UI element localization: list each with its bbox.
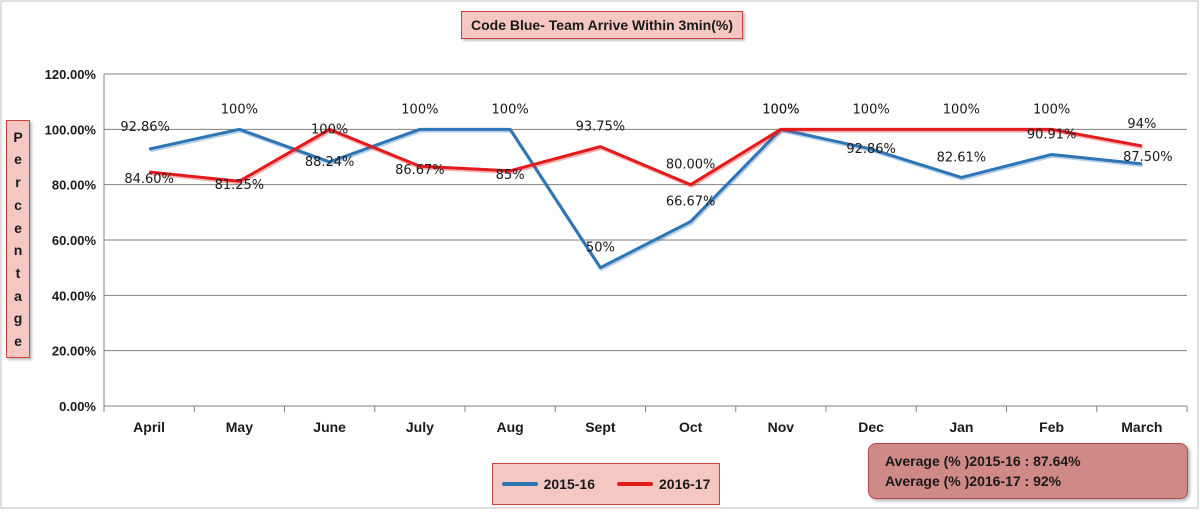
data-label: 92.86% [846, 142, 896, 157]
series-line-shadow-2016-17 [149, 129, 1144, 188]
y-axis-label-letter: c [14, 196, 22, 213]
y-axis-label-letter: e [14, 151, 22, 168]
legend-item-2016-17: 2016-17 [617, 476, 710, 492]
y-tick-label: 20.00% [52, 344, 97, 359]
data-label: 81.25% [215, 178, 265, 193]
x-tick-label: June [313, 419, 346, 435]
data-label: 50% [586, 241, 615, 256]
y-axis-label-letter: t [15, 265, 21, 282]
data-label: 88.24% [305, 155, 355, 170]
data-label: 90.91% [1027, 127, 1077, 142]
data-label: 87.50% [1123, 150, 1173, 165]
chart-title: Code Blue- Team Arrive Within 3min(%) [461, 11, 743, 39]
data-label: 82.61% [937, 150, 987, 165]
y-axis-label-letter: n [13, 242, 23, 259]
x-tick-label: May [226, 419, 253, 435]
y-axis-label-letter: e [14, 333, 22, 350]
data-label: 100% [762, 102, 799, 117]
x-tick-label: Feb [1039, 419, 1064, 435]
data-label: 93.75% [576, 120, 626, 135]
legend-label-2016-17: 2016-17 [659, 476, 711, 492]
y-tick-label: 100.00% [45, 122, 97, 137]
x-tick-label: Nov [768, 419, 795, 435]
data-label: 100% [943, 102, 980, 117]
x-tick-label: July [406, 419, 434, 435]
average-2015-16: Average (% )2015-16 : 87.64% [885, 453, 1081, 469]
x-tick-label: Aug [497, 419, 524, 435]
average-annotation: Average (% )2015-16 : 87.64% Average (% … [868, 443, 1188, 499]
data-label: 92.86% [120, 120, 170, 135]
x-tick-label: Jan [949, 419, 973, 435]
data-label: 85% [496, 168, 525, 183]
y-tick-label: 0.00% [59, 399, 96, 414]
legend: 2015-16 2016-17 [492, 463, 720, 505]
y-axis-label-letter: g [13, 310, 23, 327]
data-label: 100% [1033, 102, 1070, 117]
data-label: 100% [853, 102, 890, 117]
x-tick-label: March [1121, 419, 1162, 435]
data-label: 94% [1127, 117, 1156, 132]
data-label: 84.60% [124, 172, 174, 187]
data-label: 100% [221, 102, 258, 117]
x-tick-label: Sept [585, 419, 616, 435]
x-tick-label: Dec [858, 419, 884, 435]
data-label: 100% [311, 122, 348, 137]
data-label: 80.00% [666, 158, 716, 173]
series-line-2015-16 [148, 127, 1143, 270]
legend-swatch-2016-17 [617, 482, 653, 486]
data-label: 100% [492, 102, 529, 117]
legend-item-2015-16: 2015-16 [501, 476, 595, 492]
average-2016-17: Average (% )2016-17 : 92% [885, 473, 1062, 489]
y-tick-label: 80.00% [52, 178, 97, 193]
series-line-2016-17 [148, 127, 1143, 187]
y-tick-label: 120.00% [45, 67, 97, 82]
y-axis-label-letter: P [13, 128, 23, 145]
y-axis-label-letter: a [14, 287, 22, 304]
y-axis-label-letter: r [15, 174, 21, 191]
legend-swatch-2015-16 [501, 482, 538, 486]
y-axis-label-letter: e [14, 219, 22, 236]
data-label: 66.67% [666, 195, 716, 210]
legend-label-2015-16: 2015-16 [543, 476, 595, 492]
x-tick-label: Oct [679, 419, 703, 435]
y-tick-label: 60.00% [52, 233, 97, 248]
y-tick-label: 40.00% [52, 288, 97, 303]
data-label: 100% [762, 102, 799, 117]
data-label: 100% [401, 102, 438, 117]
data-label: 86.67% [395, 163, 445, 178]
x-tick-label: April [133, 419, 165, 435]
